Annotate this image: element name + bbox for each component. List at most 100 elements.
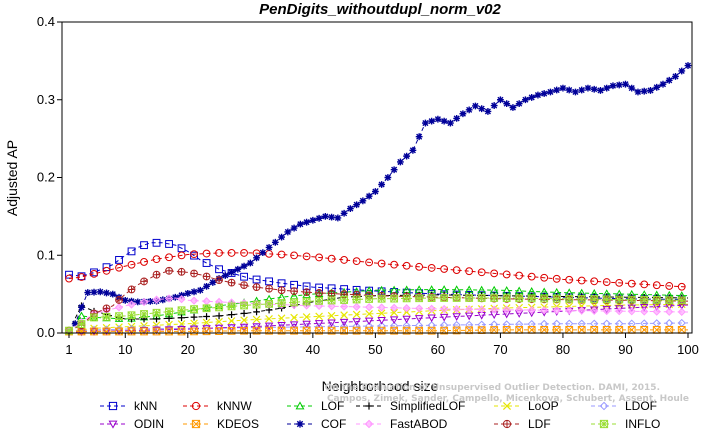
point-loop [340, 311, 348, 319]
point-cof [278, 233, 285, 241]
point-knn [265, 277, 273, 286]
point-cof [284, 228, 292, 236]
point-odin [327, 319, 336, 328]
point-fastabod [615, 307, 624, 316]
series-line-fastabod [68, 297, 689, 332]
point-odin [214, 324, 224, 333]
legend-label-ldof: LDOF [625, 399, 657, 413]
point-cof [472, 102, 479, 110]
point-fastabod [127, 300, 136, 309]
point-ldof [540, 319, 549, 329]
legend-marker-kdeos [191, 419, 201, 429]
point-cof [265, 244, 273, 251]
point-fastabod [202, 297, 211, 306]
point-knn [65, 270, 73, 279]
point-knnw [415, 262, 424, 271]
point-knnw [677, 282, 686, 291]
point-ldf [102, 304, 111, 313]
x-axis-label: Neighborhood size [322, 378, 439, 394]
point-ldof [590, 319, 599, 328]
point-simplifiedlof [190, 313, 198, 321]
point-cof [503, 100, 511, 108]
point-cof [271, 238, 279, 246]
point-odin [427, 314, 436, 323]
point-odin [314, 320, 324, 328]
point-knnw [602, 278, 611, 286]
point-loop [390, 308, 398, 317]
point-inflo [102, 312, 111, 321]
point-knnw [377, 259, 386, 268]
point-fastabod [602, 306, 611, 316]
point-knnw [652, 281, 661, 290]
point-cof [578, 86, 586, 94]
point-knnw [515, 271, 524, 280]
point-inflo [140, 310, 148, 318]
point-knnw [302, 252, 311, 261]
point-odin [389, 316, 399, 325]
point-inflo [465, 294, 474, 302]
point-inflo [352, 295, 361, 304]
point-knnw [290, 251, 298, 260]
point-loop [377, 309, 386, 318]
point-cof [622, 80, 629, 88]
point-cof [628, 84, 636, 92]
point-cof [309, 216, 317, 224]
point-cof [565, 86, 573, 94]
point-fastabod [415, 304, 424, 313]
point-inflo [277, 299, 286, 307]
point-loop [227, 317, 236, 325]
point-simplifiedlof [203, 313, 210, 320]
point-odin [277, 322, 286, 330]
point-cof [590, 85, 598, 93]
legend-item-cof: COF [287, 417, 346, 431]
series-line-kdeos [69, 329, 688, 332]
point-loop [202, 318, 211, 327]
point-cof [672, 73, 679, 80]
point-fastabod [652, 307, 661, 316]
point-fastabod [640, 307, 649, 316]
point-odin [377, 317, 386, 325]
point-lof [302, 290, 311, 298]
point-knnw [427, 264, 436, 272]
point-knnw [365, 258, 374, 267]
point-inflo [390, 294, 399, 303]
legend-item-simplifiedlof: SimplifiedLOF [356, 399, 465, 413]
legend-label-loop: LoOP [528, 399, 559, 413]
point-cof [597, 87, 604, 94]
point-ldof [327, 322, 336, 331]
point-ldof [352, 322, 361, 331]
point-cof [559, 84, 567, 92]
point-knnw [402, 261, 411, 270]
point-cof [303, 218, 310, 226]
point-inflo [240, 301, 248, 310]
point-cof [109, 290, 117, 298]
point-inflo [590, 295, 599, 304]
point-cof [490, 102, 498, 109]
point-inflo [115, 312, 123, 321]
point-inflo [677, 296, 686, 305]
point-cof [584, 84, 592, 92]
point-fastabod [465, 305, 474, 314]
point-cof [209, 279, 217, 286]
chart-title: PenDigits_withoutdupl_norm_v02 [259, 1, 501, 18]
point-fastabod [452, 305, 461, 314]
legend-item-ldof: LDOF [591, 399, 657, 413]
point-cof [171, 293, 179, 301]
point-knn [215, 265, 223, 274]
x-tick-label: 60 [431, 342, 445, 357]
legend-marker-cof [296, 420, 304, 428]
point-cof [459, 110, 467, 118]
point-odin [289, 321, 299, 330]
point-loop [577, 302, 586, 310]
point-cof [615, 81, 623, 89]
point-odin [627, 304, 636, 313]
point-ldof [365, 321, 374, 331]
point-ldof [377, 321, 386, 331]
point-cof [378, 181, 386, 188]
point-cof [403, 152, 411, 160]
point-ldof [565, 319, 574, 328]
y-tick-label: 0.1 [37, 247, 55, 262]
point-fastabod [377, 303, 386, 312]
point-simplifiedlof [228, 311, 235, 319]
point-lof [102, 313, 111, 322]
